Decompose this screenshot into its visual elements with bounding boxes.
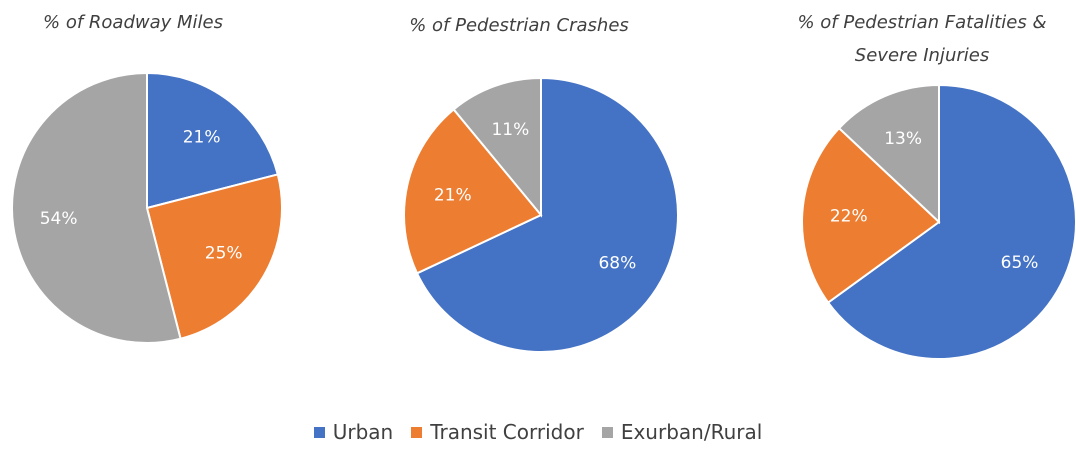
legend-label: Exurban/Rural <box>620 420 763 444</box>
legend-label: Urban <box>332 420 394 444</box>
legend-swatch <box>411 426 423 438</box>
legend-item: Transit Corridor <box>411 420 584 444</box>
pie-slice <box>837 83 940 225</box>
data-label: 22% <box>830 206 868 226</box>
legend-label: Transit Corridor <box>430 420 584 444</box>
data-label: 13% <box>884 129 922 149</box>
pie-slice <box>11 71 182 344</box>
pie-slice <box>145 173 283 340</box>
data-label: 68% <box>598 253 636 273</box>
legend-item: Urban <box>313 420 394 444</box>
data-label: 11% <box>491 120 529 140</box>
data-label: 54% <box>40 209 78 229</box>
chart-title: % of Pedestrian Crashes <box>409 15 629 36</box>
data-label: 21% <box>183 128 221 148</box>
pie-slice <box>415 76 679 353</box>
pie-slice <box>826 83 1076 360</box>
legend-swatch <box>313 426 325 438</box>
pie-slice <box>452 76 542 218</box>
legend: Urban Transit Corridor Exurban/Rural <box>0 420 1076 444</box>
chart-title: % of Roadway Miles <box>43 12 223 33</box>
pie-slice <box>403 108 543 275</box>
charts: 21% 25% 54% 68% 21% 11% 65% 22% 13% <box>11 71 1076 360</box>
data-label: 65% <box>1001 253 1039 273</box>
chart-title: % of Pedestrian Fatalities & Severe Inju… <box>797 12 1047 66</box>
data-label: 25% <box>205 243 243 263</box>
data-label: 21% <box>434 185 472 205</box>
pie-slice <box>801 126 941 304</box>
pie-slice <box>146 71 279 210</box>
legend-item: Exurban/Rural <box>601 420 763 444</box>
legend-swatch <box>601 426 613 438</box>
